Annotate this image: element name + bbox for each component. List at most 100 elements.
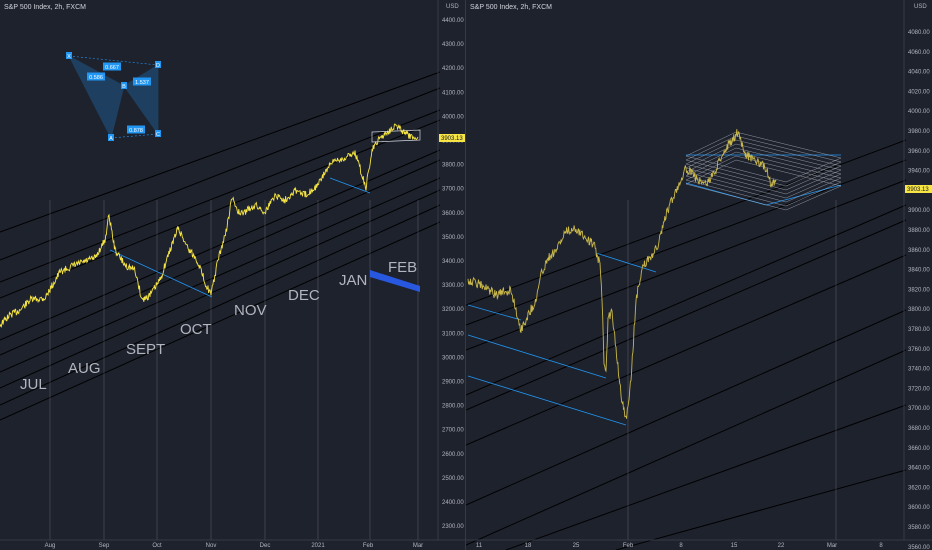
harmonic-leg <box>110 133 159 139</box>
channel-line <box>0 87 441 261</box>
harmonic-point-label: C <box>156 132 160 138</box>
price-axis-label: 3000.00 <box>442 355 464 361</box>
price-axis-label: 3620.00 <box>908 485 930 491</box>
month-annotation: JAN <box>339 272 367 289</box>
trendline <box>109 249 213 298</box>
month-annotation: FEB <box>388 259 417 276</box>
harmonic-point-badge <box>66 52 72 59</box>
channel-line <box>0 177 441 373</box>
harmonic-ratio-badge <box>103 62 121 71</box>
channel-line <box>615 469 907 550</box>
month-annotation: SEPT <box>126 341 165 358</box>
price-axis-label: 3640.00 <box>908 466 930 472</box>
consolidation-box <box>685 155 842 207</box>
price-axis-label: 3800.00 <box>442 163 464 169</box>
pane-divider[interactable] <box>465 0 466 550</box>
harmonic-triangle-bcd <box>123 64 159 136</box>
consolidation-box <box>685 147 842 199</box>
price-axis-label: 3820.00 <box>908 287 930 293</box>
channel-line <box>466 254 907 446</box>
time-axis-label: Oct <box>152 543 162 549</box>
trendline <box>467 304 522 321</box>
price-axis-label: 3700.00 <box>442 187 464 193</box>
time-axis-label: Dec <box>260 543 271 549</box>
right-chart-canvas[interactable]: 4080.00 4060.00 4040.00 4020.00 4000.00 3980.… <box>466 0 932 550</box>
channel-line <box>0 189 441 389</box>
channel-line <box>0 221 441 421</box>
right-chart-pane[interactable]: S&P 500 Index, 2h, FXCM USD 4080.00 4060.… <box>466 0 932 550</box>
consolidation-box <box>371 129 421 143</box>
right-symbol-title[interactable]: S&P 500 Index, 2h, FXCM <box>470 4 552 11</box>
consolidation-box <box>685 135 842 187</box>
harmonic-point-badge <box>108 134 114 141</box>
channel-line <box>466 179 907 351</box>
channel-line <box>466 309 907 506</box>
time-axis-label: 2021 <box>311 543 325 549</box>
harmonic-point-badge <box>155 61 161 68</box>
current-price-tag <box>905 185 932 193</box>
trendline <box>467 375 627 426</box>
price-axis-label: 3580.00 <box>908 525 930 531</box>
current-price-label: 3903.13 <box>907 187 929 193</box>
trendline <box>329 177 371 194</box>
time-axis-label: Mar <box>413 543 423 549</box>
consolidation-box <box>685 151 842 203</box>
time-axis-label: Feb <box>623 543 634 549</box>
price-axis-label: 4300.00 <box>442 42 464 48</box>
month-annotation: JUL <box>20 376 47 393</box>
projection-band <box>370 270 420 292</box>
time-axis-label: 8 <box>879 543 883 549</box>
price-axis-label: 4400.00 <box>442 18 464 24</box>
price-axis-label: 3960.00 <box>908 149 930 155</box>
consolidation-box <box>685 131 842 183</box>
price-axis-label: 3860.00 <box>908 248 930 254</box>
price-axis-label: 4000.00 <box>442 114 464 120</box>
harmonic-ratio-badge <box>133 77 151 86</box>
price-axis-label: 3880.00 <box>908 228 930 234</box>
price-axis-label: 3100.00 <box>442 331 464 337</box>
price-axis-label: 3980.00 <box>908 129 930 135</box>
channel-line <box>0 119 441 299</box>
harmonic-point-badge <box>155 130 161 137</box>
price-axis-label: 3400.00 <box>442 259 464 265</box>
harmonic-point-label: A <box>109 136 113 142</box>
left-chart-pane[interactable]: S&P 500 Index, 2h, FXCM USD X A B C D 0.667 0.… <box>0 0 466 550</box>
trendline <box>467 334 607 379</box>
price-axis-label: 3560.00 <box>908 545 930 550</box>
month-annotation: DEC <box>288 287 320 304</box>
time-axis-label: Nov <box>206 543 217 549</box>
channel-line <box>0 149 441 341</box>
consolidation-box <box>685 139 842 191</box>
left-symbol-title[interactable]: S&P 500 Index, 2h, FXCM <box>4 4 86 11</box>
price-axis-label: 4040.00 <box>908 70 930 76</box>
price-axis-label: 3760.00 <box>908 347 930 353</box>
price-axis-label: 3740.00 <box>908 367 930 373</box>
trendline <box>765 184 842 206</box>
time-axis-label: 8 <box>679 543 683 549</box>
price-axis-label: 4020.00 <box>908 89 930 95</box>
price-axis-label: 2900.00 <box>442 380 464 386</box>
price-axis-label: 4080.00 <box>908 30 930 36</box>
harmonic-ratio-label: 0.667 <box>105 65 119 71</box>
channel-line <box>466 219 907 411</box>
price-axis-label: 3700.00 <box>908 406 930 412</box>
current-price-tag <box>439 134 466 142</box>
price-axis-label: 3680.00 <box>908 426 930 432</box>
price-axis-label: 3900.00 <box>908 208 930 214</box>
channel-line <box>466 204 907 396</box>
harmonic-leg <box>68 55 159 66</box>
price-axis-label: 2600.00 <box>442 452 464 458</box>
price-axis-label: 3600.00 <box>908 505 930 511</box>
price-axis-label: 2700.00 <box>442 428 464 434</box>
time-axis-label: 15 <box>731 543 738 549</box>
price-axis-label: 3200.00 <box>442 307 464 313</box>
harmonic-ratio-badge <box>87 72 105 81</box>
current-price-label: 3903.13 <box>441 136 463 142</box>
channel-line <box>0 71 441 233</box>
month-annotation: NOV <box>234 302 267 319</box>
harmonic-ratio-label: 0.586 <box>89 75 103 81</box>
trendline <box>595 252 657 273</box>
consolidation-box <box>685 159 842 211</box>
channel-line <box>466 139 907 306</box>
